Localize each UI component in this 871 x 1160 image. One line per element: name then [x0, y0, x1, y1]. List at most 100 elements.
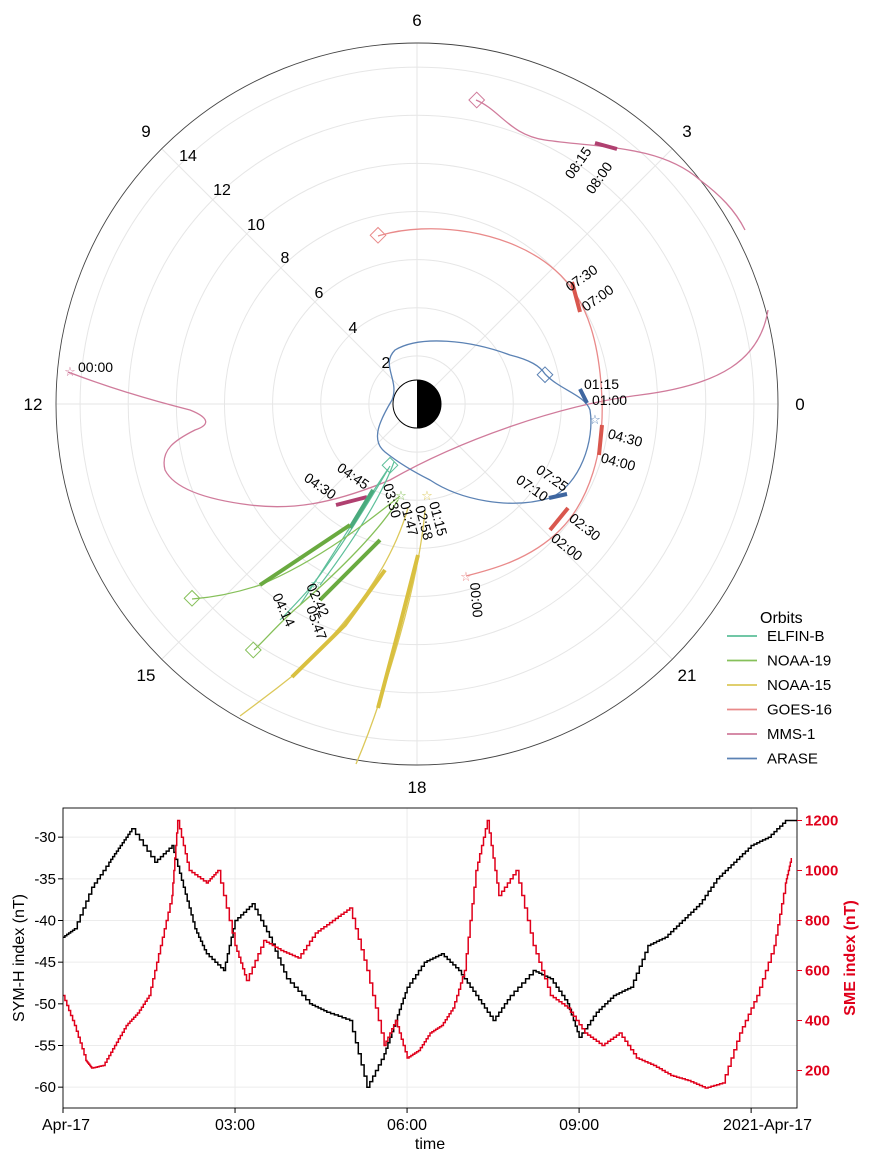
annot-mms-1-0800: 08:00	[582, 159, 615, 197]
ts-x-ticks: Apr-17 03:00 06:00 09:00 2021-Apr-17	[42, 1108, 812, 1134]
legend-label-noaa-15: NOAA-15	[767, 677, 831, 694]
orbit-noaa-19-segment-a	[258, 523, 352, 587]
ts-right-ticks: 200 400 600 800 1000 1200	[797, 813, 838, 1080]
legend-label-mms-1: MMS-1	[767, 726, 815, 743]
polar-spoke-9	[416, 148, 673, 405]
series-sme-line	[63, 819, 793, 1089]
legend-label-arase: ARASE	[767, 751, 818, 768]
y-right-tick-label-4: 1000	[805, 863, 838, 880]
elfin-b-star: ☆	[310, 576, 322, 591]
y-left-tick-label-1: -35	[34, 871, 56, 888]
radial-tick-2: 2	[382, 355, 391, 372]
radial-tick-10: 10	[247, 217, 265, 234]
orbit-arase-segment-a	[578, 388, 589, 404]
polar-outer-circle	[55, 42, 779, 766]
y-left-tick-label-0: -30	[34, 829, 56, 846]
orbit-mms-1-segment-a	[594, 141, 618, 151]
radial-tick-6: 6	[315, 285, 324, 302]
orbit-goes-16	[377, 228, 603, 577]
orbit-arase-segment-b	[548, 492, 568, 500]
y-left-tick-label-3: -45	[34, 954, 56, 971]
mlt-tick-6: 6	[412, 11, 421, 30]
time-series-plot: -30 -35 -40 -45 -50 -55 -60 200 400 600 800 1000 12…	[11, 807, 859, 1153]
orbit-elfin-b	[279, 461, 395, 621]
mlt-tick-15: 15	[137, 666, 156, 685]
annot-arase-0115: 01:15	[584, 376, 619, 392]
mlt-tick-12: 12	[24, 395, 43, 414]
mlt-tick-9: 9	[141, 122, 150, 141]
ts-left-ticks: -30 -35 -40 -45 -50 -55 -60	[34, 829, 63, 1096]
orbit-noaa-19-segment-b	[318, 538, 382, 602]
legend-label-goes-16: GOES-16	[767, 702, 832, 719]
y-right-tick-label-1: 400	[805, 1013, 830, 1030]
legend-title: Orbits	[760, 610, 803, 627]
orbit-noaa-15-segment-a	[290, 568, 387, 679]
mlt-tick-18: 18	[408, 778, 427, 797]
y-left-tick-label-2: -40	[34, 913, 56, 930]
y-left-tick-label-5: -55	[34, 1038, 56, 1055]
x-tick-label-3: 09:00	[559, 1117, 599, 1134]
noaa-19-start-marker-a	[183, 589, 201, 607]
x-tick-label-1: 03:00	[215, 1117, 255, 1134]
polar-spoke-21	[161, 403, 418, 660]
y-left-tick-label-6: -60	[34, 1079, 56, 1096]
arase-star: ☆	[589, 412, 601, 427]
x-tick-label-4: 2021-Apr-17	[723, 1117, 812, 1134]
orbit-mms-1-segment-b	[335, 495, 368, 507]
x-tick-label-0: Apr-17	[42, 1117, 90, 1134]
y-right-tick-label-5: 1200	[805, 813, 838, 830]
mms-1-start-marker	[468, 91, 486, 109]
y-left-label: SYM-H index (nT)	[11, 894, 28, 1022]
orbit-goes-16-segment-c	[548, 506, 570, 532]
mlt-tick-21: 21	[678, 666, 697, 685]
ts-grid	[62, 808, 797, 1108]
orbit-noaa-15-segment-b	[376, 554, 420, 709]
radial-tick-8: 8	[281, 250, 290, 267]
y-right-tick-label-2: 600	[805, 963, 830, 980]
polar-plot: 2 4 6 8 10 12 14 6 3 0 21 18 15 12 9 ☆	[24, 11, 805, 797]
annot-goes-16-0000: 00:00	[467, 582, 486, 619]
series-symh-line	[63, 819, 797, 1088]
annot-arase-0100: 01:00	[592, 392, 627, 408]
orbit-elfin-b-segment	[348, 488, 375, 530]
radial-tick-4: 4	[349, 320, 358, 337]
orbit-mms-1	[67, 99, 769, 508]
annot-mms-1-0000: 00:00	[78, 359, 113, 375]
goes-16-start-marker	[369, 226, 387, 244]
radial-tick-14: 14	[179, 148, 197, 165]
y-left-tick-label-4: -50	[34, 996, 56, 1013]
mms-1-start-star: ☆	[64, 364, 76, 379]
x-label: time	[415, 1136, 445, 1153]
legend-entries: ELFIN-B NOAA-19 NOAA-15 GOES-16 MMS-1 ARASE	[727, 628, 832, 768]
polar-annotations: 00:00 08:15 08:00 07:30 07:00 01:15 01:0…	[78, 144, 644, 642]
x-tick-label-2: 06:00	[387, 1117, 427, 1134]
y-right-tick-label-3: 800	[805, 913, 830, 930]
legend: Orbits ELFIN-B NOAA-19 NOAA-15 GOES-16 MMS-1…	[727, 610, 832, 768]
mlt-tick-3: 3	[682, 122, 691, 141]
polar-spoke-3	[161, 148, 418, 405]
legend-label-elfin-b: ELFIN-B	[767, 628, 825, 645]
orbit-goes-16-segment-b	[597, 424, 604, 456]
orbit-noaa-19	[191, 495, 401, 651]
mlt-tick-0: 0	[795, 395, 804, 414]
orbit-arase	[376, 340, 592, 504]
annot-goes-16-0430: 04:30	[606, 425, 644, 450]
annot-mms-1-0445: 04:45	[334, 459, 372, 492]
annot-goes-16-0400: 04:00	[599, 449, 637, 474]
orbit-goes-16-segment-a	[570, 281, 582, 313]
noaa-19-star: ☆	[395, 488, 407, 503]
y-right-tick-label-0: 200	[805, 1063, 830, 1080]
elfin-b-start-marker	[381, 456, 399, 474]
earth-icon	[392, 379, 442, 429]
arase-start-marker	[536, 366, 554, 384]
noaa-15-star: ☆	[421, 488, 433, 503]
legend-label-noaa-19: NOAA-19	[767, 653, 831, 670]
polar-grid	[56, 43, 778, 765]
ts-plot-frame	[62, 807, 798, 1109]
y-right-label: SME index (nT)	[842, 900, 859, 1016]
noaa-19-start-marker-b	[244, 641, 262, 659]
annot-goes-16-0200: 02:00	[548, 530, 586, 564]
radial-tick-12: 12	[213, 182, 231, 199]
annot-goes-16-0230: 02:30	[566, 510, 604, 544]
